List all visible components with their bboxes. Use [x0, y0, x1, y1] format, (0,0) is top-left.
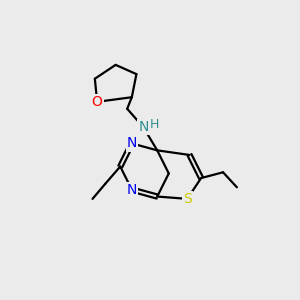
Text: N: N — [127, 136, 137, 150]
Text: N: N — [127, 183, 137, 196]
Text: O: O — [92, 95, 103, 109]
Text: N: N — [138, 120, 148, 134]
Text: S: S — [183, 192, 192, 206]
Text: H: H — [150, 118, 160, 131]
